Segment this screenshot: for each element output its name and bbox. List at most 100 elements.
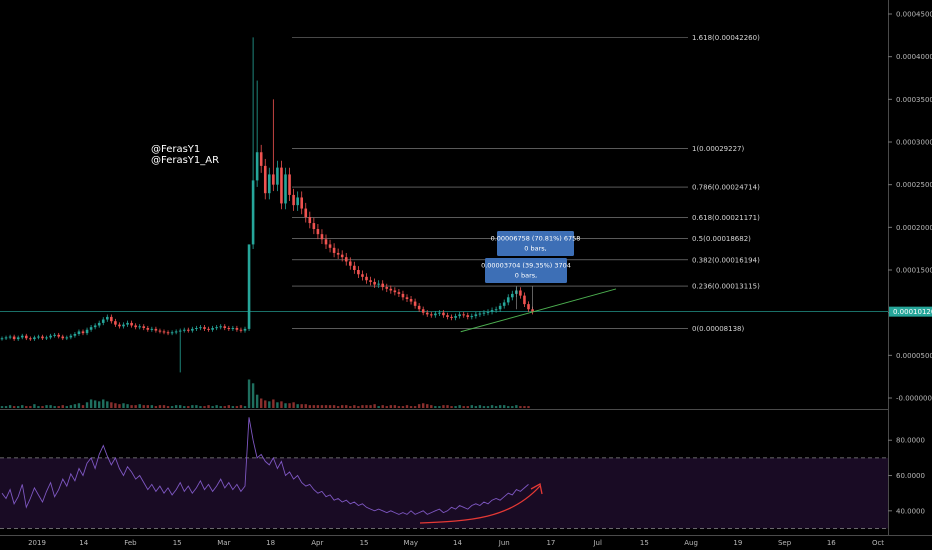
candle-body bbox=[4, 337, 8, 339]
volume-bar bbox=[300, 404, 303, 408]
price-tick-label: -0.00000000 bbox=[896, 395, 932, 403]
candle-body bbox=[207, 328, 210, 330]
candle-body bbox=[466, 315, 470, 317]
time-tick-label: 14 bbox=[79, 539, 88, 547]
volume-bar bbox=[498, 405, 502, 408]
volume-bar bbox=[268, 401, 271, 408]
fib-level-label: 0.618(0.00021171) bbox=[692, 214, 760, 222]
volume-bar bbox=[385, 406, 388, 408]
candle-body bbox=[357, 270, 360, 275]
volume-bar bbox=[349, 406, 352, 408]
candle-body bbox=[191, 328, 194, 331]
measure-tooltip-box bbox=[485, 258, 567, 283]
volume-bar bbox=[21, 405, 24, 408]
candle-body bbox=[114, 321, 117, 325]
time-tick-label: May bbox=[404, 539, 418, 547]
measure-tooltip-line-2: 0 bars, bbox=[524, 245, 546, 253]
candle-body bbox=[288, 174, 291, 195]
time-tick-label: Apr bbox=[311, 539, 323, 547]
volume-bar bbox=[332, 405, 336, 408]
volume-bar bbox=[211, 406, 214, 408]
candle-body bbox=[417, 305, 421, 310]
volume-bar bbox=[174, 405, 178, 408]
volume-bar bbox=[25, 406, 28, 408]
candle-body bbox=[502, 302, 506, 306]
watermark-line-2: @FerasY1_AR bbox=[151, 155, 219, 166]
volume-bar bbox=[381, 405, 384, 408]
time-tick-label: 16 bbox=[827, 539, 836, 547]
candle-body bbox=[268, 174, 271, 194]
candle-body bbox=[81, 331, 85, 334]
candle-body bbox=[122, 324, 125, 327]
rsi-line-group bbox=[1, 417, 543, 524]
candle-body bbox=[243, 328, 247, 331]
volume-bar bbox=[251, 383, 255, 408]
candle-body bbox=[223, 326, 227, 329]
candle-body bbox=[361, 274, 364, 277]
fib-level-label: 1(0.00029227) bbox=[692, 145, 744, 153]
rsi-trend-arrow-icon bbox=[419, 485, 541, 524]
volume-bar bbox=[474, 406, 478, 408]
candle-body bbox=[446, 315, 449, 317]
candle-body bbox=[272, 174, 275, 185]
volume-bar bbox=[0, 406, 4, 408]
candle-body bbox=[8, 336, 12, 338]
volume-bar bbox=[511, 406, 514, 408]
candle-body bbox=[106, 316, 109, 320]
candle-body bbox=[174, 331, 178, 333]
candle-body bbox=[85, 329, 89, 334]
volume-bar bbox=[146, 405, 149, 408]
volume-bar bbox=[158, 405, 162, 408]
candle-body bbox=[118, 324, 121, 327]
measure-tooltips: 0.00006758 (70.81%) 6758 0 bars, 0.0000370… bbox=[481, 231, 580, 283]
candle-body bbox=[511, 293, 514, 298]
volume-bar bbox=[57, 406, 60, 408]
candle-body bbox=[101, 319, 105, 323]
volume-bar bbox=[170, 406, 174, 408]
candle-body bbox=[393, 290, 397, 293]
time-tick-label: 18 bbox=[266, 539, 275, 547]
volume-bar bbox=[288, 403, 291, 408]
candle-body bbox=[49, 335, 52, 338]
candle-body bbox=[166, 332, 170, 334]
volume-bar bbox=[365, 405, 368, 408]
candle-body bbox=[482, 312, 486, 314]
candle-body bbox=[134, 325, 137, 328]
volume-bar bbox=[397, 406, 401, 408]
candle-body bbox=[195, 328, 198, 330]
candle-body bbox=[498, 305, 502, 310]
volume-bar bbox=[207, 405, 210, 408]
volume-bar bbox=[377, 406, 380, 408]
candle-body bbox=[93, 325, 97, 328]
volume-bar bbox=[53, 406, 56, 408]
volume-bar bbox=[49, 405, 52, 408]
rsi-tick-label: 40.0000 bbox=[896, 507, 925, 515]
volume-bar bbox=[519, 406, 522, 408]
candle-body bbox=[77, 331, 81, 334]
volume-bar bbox=[247, 379, 251, 408]
volume-bar bbox=[276, 402, 279, 408]
candle-body bbox=[344, 257, 348, 262]
trendline-group[interactable] bbox=[460, 286, 617, 333]
volume-bar bbox=[89, 399, 93, 408]
volume-bar bbox=[215, 405, 218, 408]
measure-tooltip-line-1: 0.00003704 (39.35%) 3704 bbox=[481, 262, 571, 270]
volume-bar bbox=[17, 406, 20, 408]
volume-bar bbox=[239, 405, 243, 408]
volume-bar bbox=[122, 403, 125, 408]
candle-body bbox=[126, 322, 129, 325]
volume-bar bbox=[482, 406, 486, 408]
candle-body bbox=[430, 314, 433, 316]
candle-body bbox=[304, 208, 308, 218]
candle-body bbox=[12, 336, 16, 340]
candle-body bbox=[41, 336, 44, 339]
volume-bar bbox=[405, 405, 409, 408]
fib-level-label: 0(0.00008138) bbox=[692, 325, 744, 333]
volume-bar bbox=[162, 405, 166, 408]
fib-level-label: 0.786(0.00024714) bbox=[692, 184, 760, 192]
candle-body bbox=[280, 167, 283, 204]
volume-bar bbox=[102, 399, 105, 408]
